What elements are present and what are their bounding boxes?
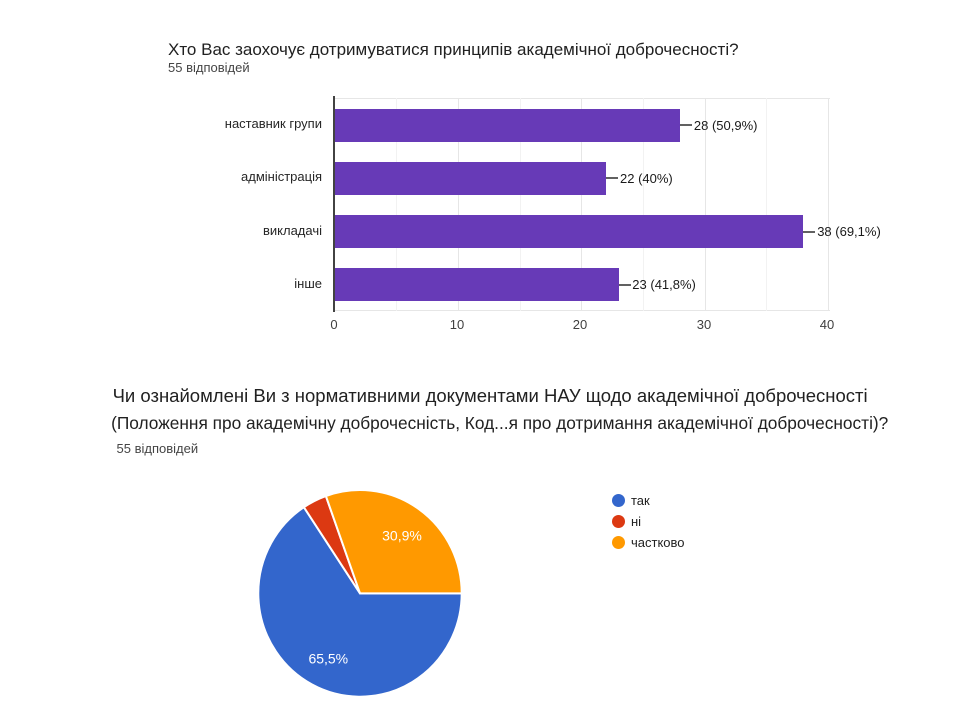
svg-text:65,5%: 65,5% bbox=[308, 650, 348, 666]
svg-text:30,9%: 30,9% bbox=[382, 528, 422, 544]
